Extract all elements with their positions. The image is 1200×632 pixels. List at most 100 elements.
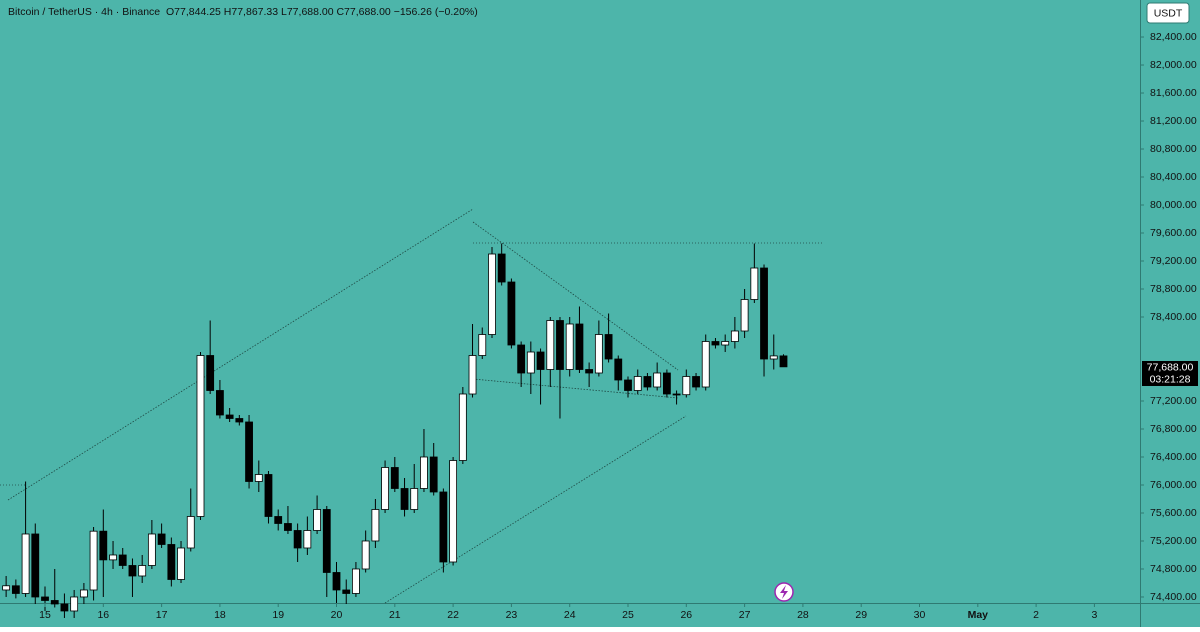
- candle-body: [517, 344, 526, 374]
- candle-body: [624, 379, 632, 391]
- candle-body: [546, 320, 555, 370]
- ohlc-readout: O77,844.25 H77,867.33 L77,688.00 C77,688…: [166, 6, 478, 18]
- candle-body: [147, 533, 156, 566]
- x-tick-label: 26: [680, 609, 692, 621]
- candle-body: [740, 299, 749, 332]
- x-tick-label: 23: [506, 609, 518, 621]
- y-tick-label: 74,400.00: [1150, 591, 1197, 603]
- y-tick-label: 79,200.00: [1150, 255, 1197, 267]
- candle-body: [167, 544, 176, 580]
- candle-body: [352, 568, 360, 594]
- candle-body: [439, 491, 448, 563]
- candle-body: [526, 351, 535, 374]
- candle-body: [468, 355, 477, 395]
- wedge-bottom: [472, 378, 679, 399]
- candle-body: [196, 355, 205, 517]
- candle-body: [313, 509, 321, 531]
- candle-body: [371, 509, 380, 542]
- currency-button-label[interactable]: USDT: [1154, 7, 1183, 19]
- candle-body: [138, 565, 147, 577]
- candle-body: [41, 596, 49, 601]
- candle-body: [556, 320, 564, 370]
- candle-body: [21, 533, 30, 594]
- candle-body: [400, 488, 409, 510]
- candle-body: [361, 540, 370, 570]
- candle-body: [206, 355, 215, 391]
- y-tick-label: 76,400.00: [1150, 451, 1197, 463]
- candle-body: [692, 376, 700, 388]
- x-tick-label: 16: [97, 609, 109, 621]
- channel-upper: [7, 208, 474, 501]
- candles: [2, 243, 788, 618]
- candle-body: [565, 323, 574, 370]
- candle-body: [70, 596, 79, 612]
- candle-body: [128, 565, 137, 577]
- candle-body: [254, 474, 263, 482]
- candle-body: [332, 572, 341, 591]
- candle-body: [50, 600, 59, 605]
- candle-body: [488, 253, 496, 335]
- candle-body: [730, 330, 739, 342]
- x-tick-label: 30: [914, 609, 926, 621]
- x-tick-label: 27: [739, 609, 751, 621]
- candle-body: [235, 418, 244, 423]
- x-tick-label: 28: [797, 609, 809, 621]
- y-tick-label: 82,000.00: [1150, 59, 1197, 71]
- y-tick-label: 77,200.00: [1150, 395, 1197, 407]
- candle-body: [672, 393, 681, 396]
- candle-body: [701, 341, 710, 388]
- channel-lower: [384, 415, 687, 604]
- x-tick-label: 24: [564, 609, 576, 621]
- last-price-badge: [1142, 361, 1198, 386]
- candle-body: [653, 372, 662, 388]
- y-tick-label: 75,600.00: [1150, 507, 1197, 519]
- candle-body: [381, 467, 389, 510]
- candle-body: [779, 355, 788, 368]
- candle-body: [585, 369, 594, 374]
- currency-button[interactable]: [1146, 2, 1190, 24]
- x-tick-label: 29: [855, 609, 867, 621]
- candle-body: [410, 488, 419, 510]
- x-tick-label: 18: [214, 609, 226, 621]
- y-tick-label: 78,400.00: [1150, 311, 1197, 323]
- countdown-label: 03:21:28: [1150, 373, 1191, 385]
- x-tick-label: 17: [156, 609, 168, 621]
- candle-body: [79, 589, 88, 598]
- candle-body: [643, 376, 652, 388]
- candle-body: [575, 323, 584, 370]
- x-tick-label: 3: [1091, 609, 1097, 621]
- last-price-label: 77,688.00: [1147, 361, 1194, 373]
- candle-body: [31, 533, 40, 598]
- candle-body: [264, 474, 273, 517]
- candle-body: [478, 334, 487, 356]
- y-tick-label: 75,200.00: [1150, 535, 1197, 547]
- candle-body: [390, 467, 399, 489]
- candle-body: [284, 523, 292, 531]
- y-tick-label: 80,800.00: [1150, 143, 1197, 155]
- candle-body: [750, 267, 759, 300]
- chart-title: Bitcoin / TetherUS · 4h · Binance: [8, 6, 160, 18]
- y-tick-label: 81,200.00: [1150, 115, 1197, 127]
- candle-body: [449, 460, 458, 563]
- candle-body: [60, 603, 69, 612]
- y-tick-label: 78,800.00: [1150, 283, 1197, 295]
- candle-body: [429, 456, 438, 493]
- y-tick-label: 76,000.00: [1150, 479, 1197, 491]
- x-tick-label: 19: [272, 609, 284, 621]
- candle-body: [157, 533, 166, 545]
- candle-body: [186, 516, 195, 549]
- y-tick-label: 81,600.00: [1150, 87, 1197, 99]
- candle-body: [118, 554, 127, 566]
- candle-body: [721, 341, 730, 346]
- candle-body: [711, 341, 720, 346]
- candle-body: [633, 376, 642, 391]
- candle-body: [769, 355, 778, 360]
- candle-body: [245, 421, 253, 482]
- candle-body: [216, 390, 224, 416]
- candle-body: [604, 334, 613, 360]
- y-tick-label: 74,800.00: [1150, 563, 1197, 575]
- candle-body: [322, 509, 331, 573]
- x-tick-label: 22: [447, 609, 459, 621]
- candle-body: [507, 281, 516, 346]
